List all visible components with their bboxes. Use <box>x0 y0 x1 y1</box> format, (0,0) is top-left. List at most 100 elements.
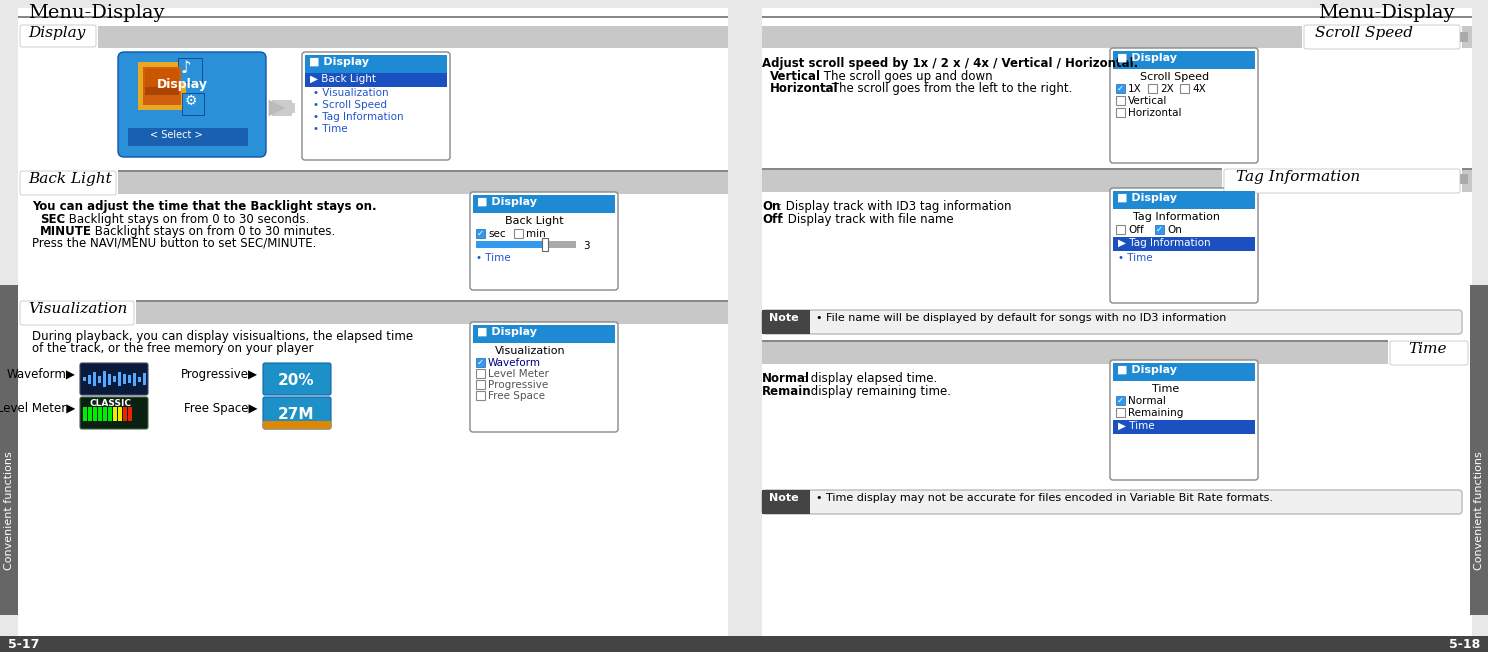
Text: ✓: ✓ <box>1156 225 1164 234</box>
Text: Free Space: Free Space <box>488 391 545 401</box>
Text: Adjust scroll speed by 1x / 2 x / 4x / Vertical / Horizontal.: Adjust scroll speed by 1x / 2 x / 4x / V… <box>762 57 1138 70</box>
Text: ■ Display: ■ Display <box>1117 193 1177 203</box>
Bar <box>109 407 112 421</box>
Bar <box>542 238 548 251</box>
Bar <box>1116 96 1125 105</box>
Text: Scroll Speed: Scroll Speed <box>1315 26 1414 40</box>
Text: Waveform▶: Waveform▶ <box>6 368 74 381</box>
Bar <box>513 229 522 238</box>
Text: ■ Display: ■ Display <box>1117 365 1177 375</box>
Text: of the track, or the free memory on your player: of the track, or the free memory on your… <box>33 342 314 355</box>
Text: 5-17: 5-17 <box>7 638 39 651</box>
Bar <box>83 407 86 421</box>
Bar <box>473 325 615 343</box>
Bar <box>18 24 98 50</box>
Text: Off: Off <box>762 213 783 226</box>
Bar <box>305 55 446 73</box>
Text: 4X: 4X <box>1192 84 1205 94</box>
Bar <box>83 377 86 381</box>
Text: Back Light: Back Light <box>504 216 564 226</box>
Bar <box>1302 24 1463 50</box>
FancyBboxPatch shape <box>263 397 330 429</box>
FancyBboxPatch shape <box>1303 25 1460 49</box>
Text: MINUTE: MINUTE <box>40 225 92 238</box>
Bar <box>305 73 446 87</box>
Text: 3: 3 <box>583 241 589 251</box>
FancyBboxPatch shape <box>80 397 147 429</box>
Bar <box>118 372 121 386</box>
Bar <box>138 62 186 110</box>
Bar <box>0 636 744 652</box>
Bar <box>18 8 728 636</box>
Bar <box>182 93 204 115</box>
Text: sec: sec <box>488 229 506 239</box>
Text: ▶ Time: ▶ Time <box>1117 421 1155 431</box>
Bar <box>1113 237 1254 251</box>
Bar <box>113 376 116 382</box>
Bar <box>1388 340 1470 366</box>
Text: : Backlight stays on from 0 to 30 seconds.: : Backlight stays on from 0 to 30 second… <box>61 213 310 226</box>
FancyBboxPatch shape <box>762 490 809 514</box>
Bar <box>143 373 146 385</box>
Bar <box>1116 108 1125 117</box>
Bar <box>1458 174 1469 184</box>
Bar <box>762 342 1472 364</box>
Bar <box>138 377 141 382</box>
Text: SEC: SEC <box>40 213 65 226</box>
Bar <box>1113 420 1254 434</box>
Bar <box>287 103 295 113</box>
Text: Free Space▶: Free Space▶ <box>185 402 257 415</box>
Text: Note: Note <box>769 493 799 503</box>
Bar <box>473 195 615 213</box>
Text: ✓: ✓ <box>478 229 484 238</box>
Text: Convenient functions: Convenient functions <box>4 451 13 570</box>
Text: : The scroll goes from the left to the right.: : The scroll goes from the left to the r… <box>824 82 1073 95</box>
Text: Menu-Display: Menu-Display <box>28 4 165 22</box>
Bar <box>263 421 330 429</box>
Text: Normal: Normal <box>1128 396 1167 406</box>
Bar <box>92 372 97 386</box>
Bar <box>143 67 182 105</box>
Bar <box>18 26 728 48</box>
Text: • File name will be displayed by default for songs with no ID3 information: • File name will be displayed by default… <box>815 313 1226 323</box>
Text: ⚙: ⚙ <box>185 94 198 108</box>
Text: • Scroll Speed: • Scroll Speed <box>312 100 387 110</box>
Bar <box>1180 84 1189 93</box>
Text: Note: Note <box>769 313 799 323</box>
Text: Remain: Remain <box>762 385 811 398</box>
Bar <box>762 490 809 514</box>
Text: Visualization: Visualization <box>496 346 565 356</box>
Bar <box>113 407 118 421</box>
Text: : Backlight stays on from 0 to 30 minutes.: : Backlight stays on from 0 to 30 minute… <box>86 225 335 238</box>
Text: ✓: ✓ <box>1117 396 1123 405</box>
Text: Vertical: Vertical <box>769 70 821 83</box>
Bar <box>18 170 118 196</box>
Bar <box>18 300 135 326</box>
Bar <box>18 300 728 302</box>
Text: You can adjust the time that the Backlight stays on.: You can adjust the time that the Backlig… <box>33 200 376 213</box>
Text: On: On <box>1167 225 1181 235</box>
Bar <box>762 8 1472 636</box>
Bar <box>98 376 101 383</box>
Bar <box>476 369 485 378</box>
Bar <box>762 16 1472 18</box>
FancyBboxPatch shape <box>263 363 330 395</box>
Text: Time: Time <box>1408 342 1446 356</box>
Text: 27M: 27M <box>278 407 314 422</box>
Bar <box>1470 285 1488 615</box>
Text: ■ Display: ■ Display <box>310 57 369 67</box>
Text: : Display track with ID3 tag information: : Display track with ID3 tag information <box>778 200 1012 213</box>
Bar <box>1116 225 1125 234</box>
Text: Display: Display <box>28 26 85 40</box>
Text: ■ Display: ■ Display <box>1117 53 1177 63</box>
Bar <box>103 407 107 421</box>
Bar <box>1458 347 1469 357</box>
Text: Back Light: Back Light <box>28 172 112 186</box>
Bar <box>1155 225 1164 234</box>
FancyBboxPatch shape <box>762 310 809 334</box>
Text: < Select >: < Select > <box>150 130 202 140</box>
Text: 1X: 1X <box>1128 84 1141 94</box>
Text: Menu-Display: Menu-Display <box>1318 4 1455 22</box>
Bar <box>476 241 576 248</box>
Bar <box>18 16 728 18</box>
